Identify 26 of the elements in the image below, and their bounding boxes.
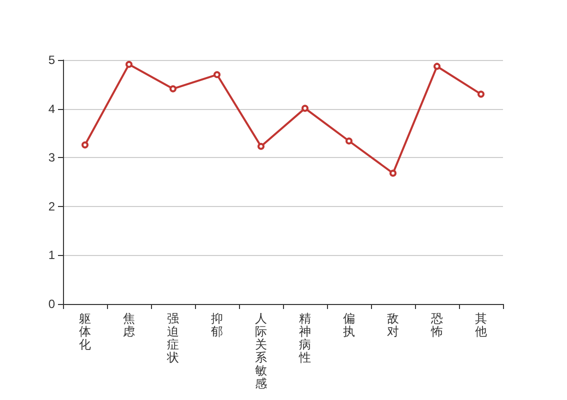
point [390,170,396,177]
x-tick-label: 抑郁 [211,312,223,338]
point [258,142,264,150]
x-tick-label: 精神病性 [298,312,311,364]
y-tick-label: 5 [48,53,56,67]
y-tick-label: 1 [48,248,56,262]
x-tick-label: 敌对 [387,312,399,338]
x-tick-label: 人际关系敏感 [255,312,267,390]
x-tick-label: 强迫症状 [166,312,179,364]
point [126,60,132,68]
y-tick-label: 3 [48,150,56,165]
point [302,104,308,112]
y-tick-label: 4 [48,102,56,116]
point [82,141,88,148]
point [346,138,352,145]
point [214,71,220,78]
x-tick-label: 焦虑 [123,312,135,338]
x-tick-label: 偏执 [343,312,355,338]
x-tick-label: 躯体化 [79,312,91,352]
point [434,62,440,70]
y-tick-label: 0 [48,297,56,311]
point [170,85,176,92]
x-tick-label: 其他 [475,312,487,338]
y-tick-label: 2 [48,199,56,214]
x-tick-label: 恐怖 [430,312,443,338]
point [478,90,484,98]
